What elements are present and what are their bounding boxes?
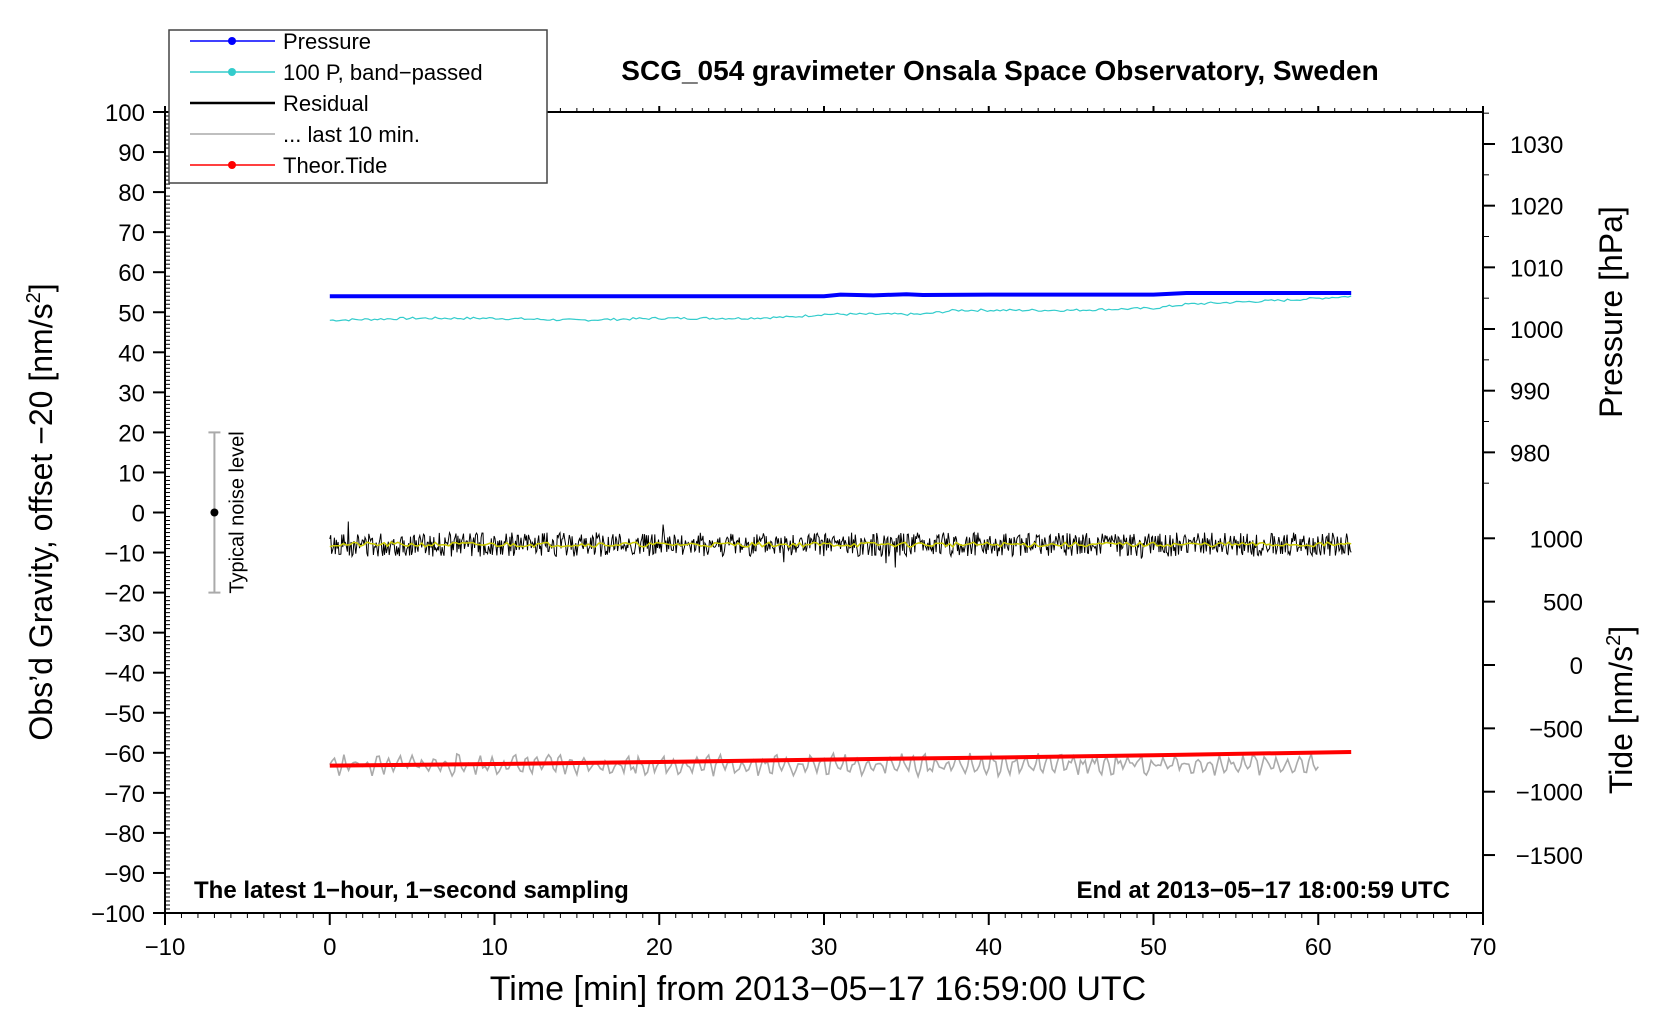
tide-tick-label: 0 xyxy=(1570,653,1583,680)
series-residual xyxy=(329,521,1352,568)
bottom-left-annotation: The latest 1−hour, 1−second sampling xyxy=(194,877,629,904)
legend-box xyxy=(168,29,548,184)
tide-tick-label: −1000 xyxy=(1516,780,1583,807)
left-tick-label: −10 xyxy=(104,541,145,568)
left-tick-label: −40 xyxy=(104,661,145,688)
left-tick-label: 0 xyxy=(132,501,145,528)
tide-axis-label: Tide [nm/s2] xyxy=(1603,626,1639,794)
left-tick-label: −30 xyxy=(104,621,145,648)
legend-label: ... last 10 min. xyxy=(283,122,420,147)
pressure-tick-label: 990 xyxy=(1510,379,1550,406)
x-tick-label: 70 xyxy=(1470,934,1497,961)
left-tick-label: 10 xyxy=(118,460,145,487)
tide-tick-label: −500 xyxy=(1529,716,1583,743)
left-tick-label: 40 xyxy=(118,340,145,367)
left-tick-label: −90 xyxy=(104,861,145,888)
left-tick-label: 50 xyxy=(118,300,145,327)
legend-label: Residual xyxy=(283,91,369,116)
left-tick-label: 70 xyxy=(118,220,145,247)
left-tick-label: 30 xyxy=(118,380,145,407)
left-tick-label: 80 xyxy=(118,180,145,207)
tide-tick-label: −1500 xyxy=(1516,843,1583,870)
left-tick-label: 60 xyxy=(118,260,145,287)
legend-label: Pressure xyxy=(283,29,371,54)
legend-swatch-marker xyxy=(228,68,236,76)
pressure-tick-label: 1020 xyxy=(1510,194,1563,221)
chart-title: SCG_054 gravimeter Onsala Space Observat… xyxy=(621,55,1378,86)
left-tick-label: −20 xyxy=(104,581,145,608)
pressure-tick-label: 1000 xyxy=(1510,317,1563,344)
right-axes: 1030 1020 1010 1000 990 980 1000 500 0 −500 −1000 −… xyxy=(1483,112,1583,870)
series-residual-smoothed xyxy=(329,541,1352,548)
tide-tick-label: 1000 xyxy=(1530,526,1583,553)
x-tick-label: 10 xyxy=(481,934,508,961)
left-tick-label: −50 xyxy=(104,701,145,728)
noise-bar xyxy=(208,431,221,594)
left-tick-label: 90 xyxy=(118,140,145,167)
pressure-axis-label: Pressure [hPa] xyxy=(1593,206,1629,418)
series-pressure xyxy=(329,291,1352,299)
legend-entry: ... last 10 min. xyxy=(190,122,420,147)
x-tick-label: 60 xyxy=(1305,934,1332,961)
legend-entry: Residual xyxy=(190,91,369,116)
x-tick-label: −10 xyxy=(145,934,186,961)
left-axis-label: Obs’d Gravity, offset −20 [nm/s2] xyxy=(23,283,59,740)
left-axis: 1009080706050403020100−10−20−30−40−50−60… xyxy=(91,100,170,928)
noise-level-label: Typical noise level xyxy=(226,431,248,593)
legend: Pressure 100 P, band−passed Residual ... la… xyxy=(168,29,548,184)
left-tick-label: −80 xyxy=(104,821,145,848)
series-band-passed xyxy=(329,295,1352,322)
x-tick-label: 50 xyxy=(1140,934,1167,961)
legend-swatch-marker xyxy=(228,37,236,45)
legend-entry: Theor.Tide xyxy=(190,153,387,178)
x-tick-label: 40 xyxy=(975,934,1002,961)
pressure-tick-label: 980 xyxy=(1510,440,1550,467)
pressure-tick-label: 1030 xyxy=(1510,132,1563,159)
x-tick-label: 0 xyxy=(323,934,336,961)
legend-label: 100 P, band−passed xyxy=(283,60,483,85)
left-tick-label: 20 xyxy=(118,420,145,447)
left-tick-label: −60 xyxy=(104,741,145,768)
plot-series xyxy=(329,291,1352,780)
x-axis-label: Time [min] from 2013−05−17 16:59:00 UTC xyxy=(490,970,1146,1008)
bottom-right-annotation: End at 2013−05−17 18:00:59 UTC xyxy=(1076,877,1450,904)
left-tick-label: −70 xyxy=(104,781,145,808)
left-tick-label: −100 xyxy=(91,901,145,928)
legend-entry: 100 P, band−passed xyxy=(190,60,483,85)
x-tick-label: 30 xyxy=(811,934,838,961)
tide-tick-label: 500 xyxy=(1543,590,1583,617)
legend-entry: Pressure xyxy=(190,29,371,54)
legend-swatch-marker xyxy=(228,161,236,169)
pressure-tick-label: 1010 xyxy=(1510,255,1563,282)
noise-bar-center-dot xyxy=(210,508,219,517)
legend-label: Theor.Tide xyxy=(283,153,387,178)
series-theor-tide xyxy=(329,750,1352,768)
left-tick-label: 100 xyxy=(105,100,145,127)
x-tick-label: 20 xyxy=(646,934,673,961)
